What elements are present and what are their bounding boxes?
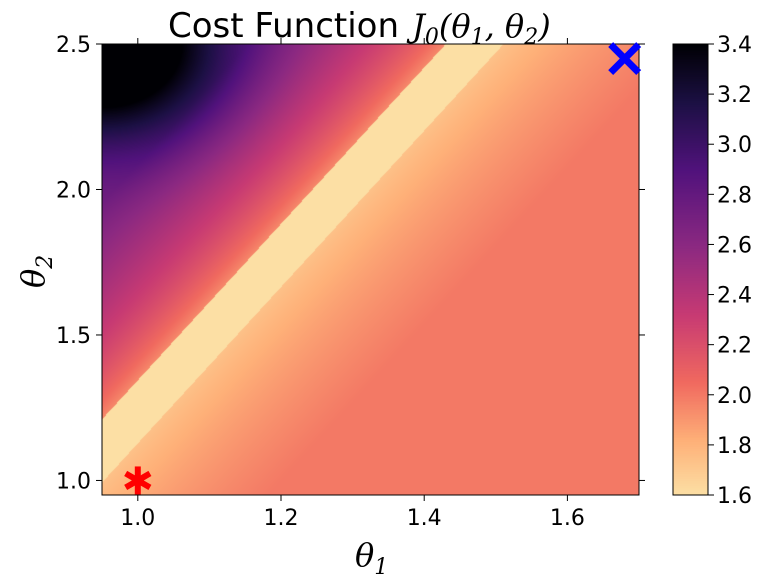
colorbar-ticks: 1.6 1.8 2.0 2.2 2.4 2.6 2.8 3.0 3.2 3.4 xyxy=(708,33,752,509)
y-tick-label: 2.0 xyxy=(56,178,91,203)
y-tick-label: 2.5 xyxy=(56,33,91,58)
y-axis-ticks: 1.0 1.5 2.0 2.5 xyxy=(56,33,645,494)
x-axis-ticks: 1.0 1.2 1.4 1.6 xyxy=(120,38,585,531)
chart-title: Cost Function J0(θ1, θ2) xyxy=(168,6,551,50)
colorbar-frame xyxy=(672,43,709,496)
colorbar-tick-label: 2.4 xyxy=(717,284,752,309)
colorbar-tick-label: 1.8 xyxy=(717,434,752,459)
x-tick-label: 1.2 xyxy=(264,506,299,531)
x-tick-label: 1.6 xyxy=(550,506,585,531)
chart-title-prefix: Cost Function xyxy=(168,6,399,46)
x-axis-label: θ1 xyxy=(355,536,388,580)
colorbar-tick-label: 2.6 xyxy=(717,233,752,258)
y-tick-label: 1.5 xyxy=(56,324,91,349)
colorbar-tick-label: 2.2 xyxy=(717,334,752,359)
colorbar-tick-label: 3.4 xyxy=(717,33,752,58)
x-tick-label: 1.4 xyxy=(407,506,442,531)
heatmap-canvas xyxy=(102,44,639,495)
end-point-x-marker xyxy=(608,42,642,76)
x-tick-label: 1.0 xyxy=(120,506,155,531)
chart-title-math: J0(θ1, θ2) xyxy=(406,7,551,50)
colorbar-tick-label: 2.8 xyxy=(717,183,752,208)
colorbar-tick-label: 2.0 xyxy=(717,384,752,409)
colorbar-tick-label: 1.6 xyxy=(717,484,752,509)
colorbar-tick-label: 3.2 xyxy=(717,83,752,108)
chart-markers xyxy=(124,42,642,495)
start-point-asterisk-marker xyxy=(124,466,152,495)
heatmap-area xyxy=(102,44,639,495)
plot-frame xyxy=(101,43,640,496)
colorbar-area xyxy=(673,44,708,495)
y-tick-label: 1.0 xyxy=(56,469,91,494)
colorbar-gradient xyxy=(673,44,708,495)
y-axis-label: θ2 xyxy=(14,255,58,288)
colorbar-tick-label: 3.0 xyxy=(717,133,752,158)
